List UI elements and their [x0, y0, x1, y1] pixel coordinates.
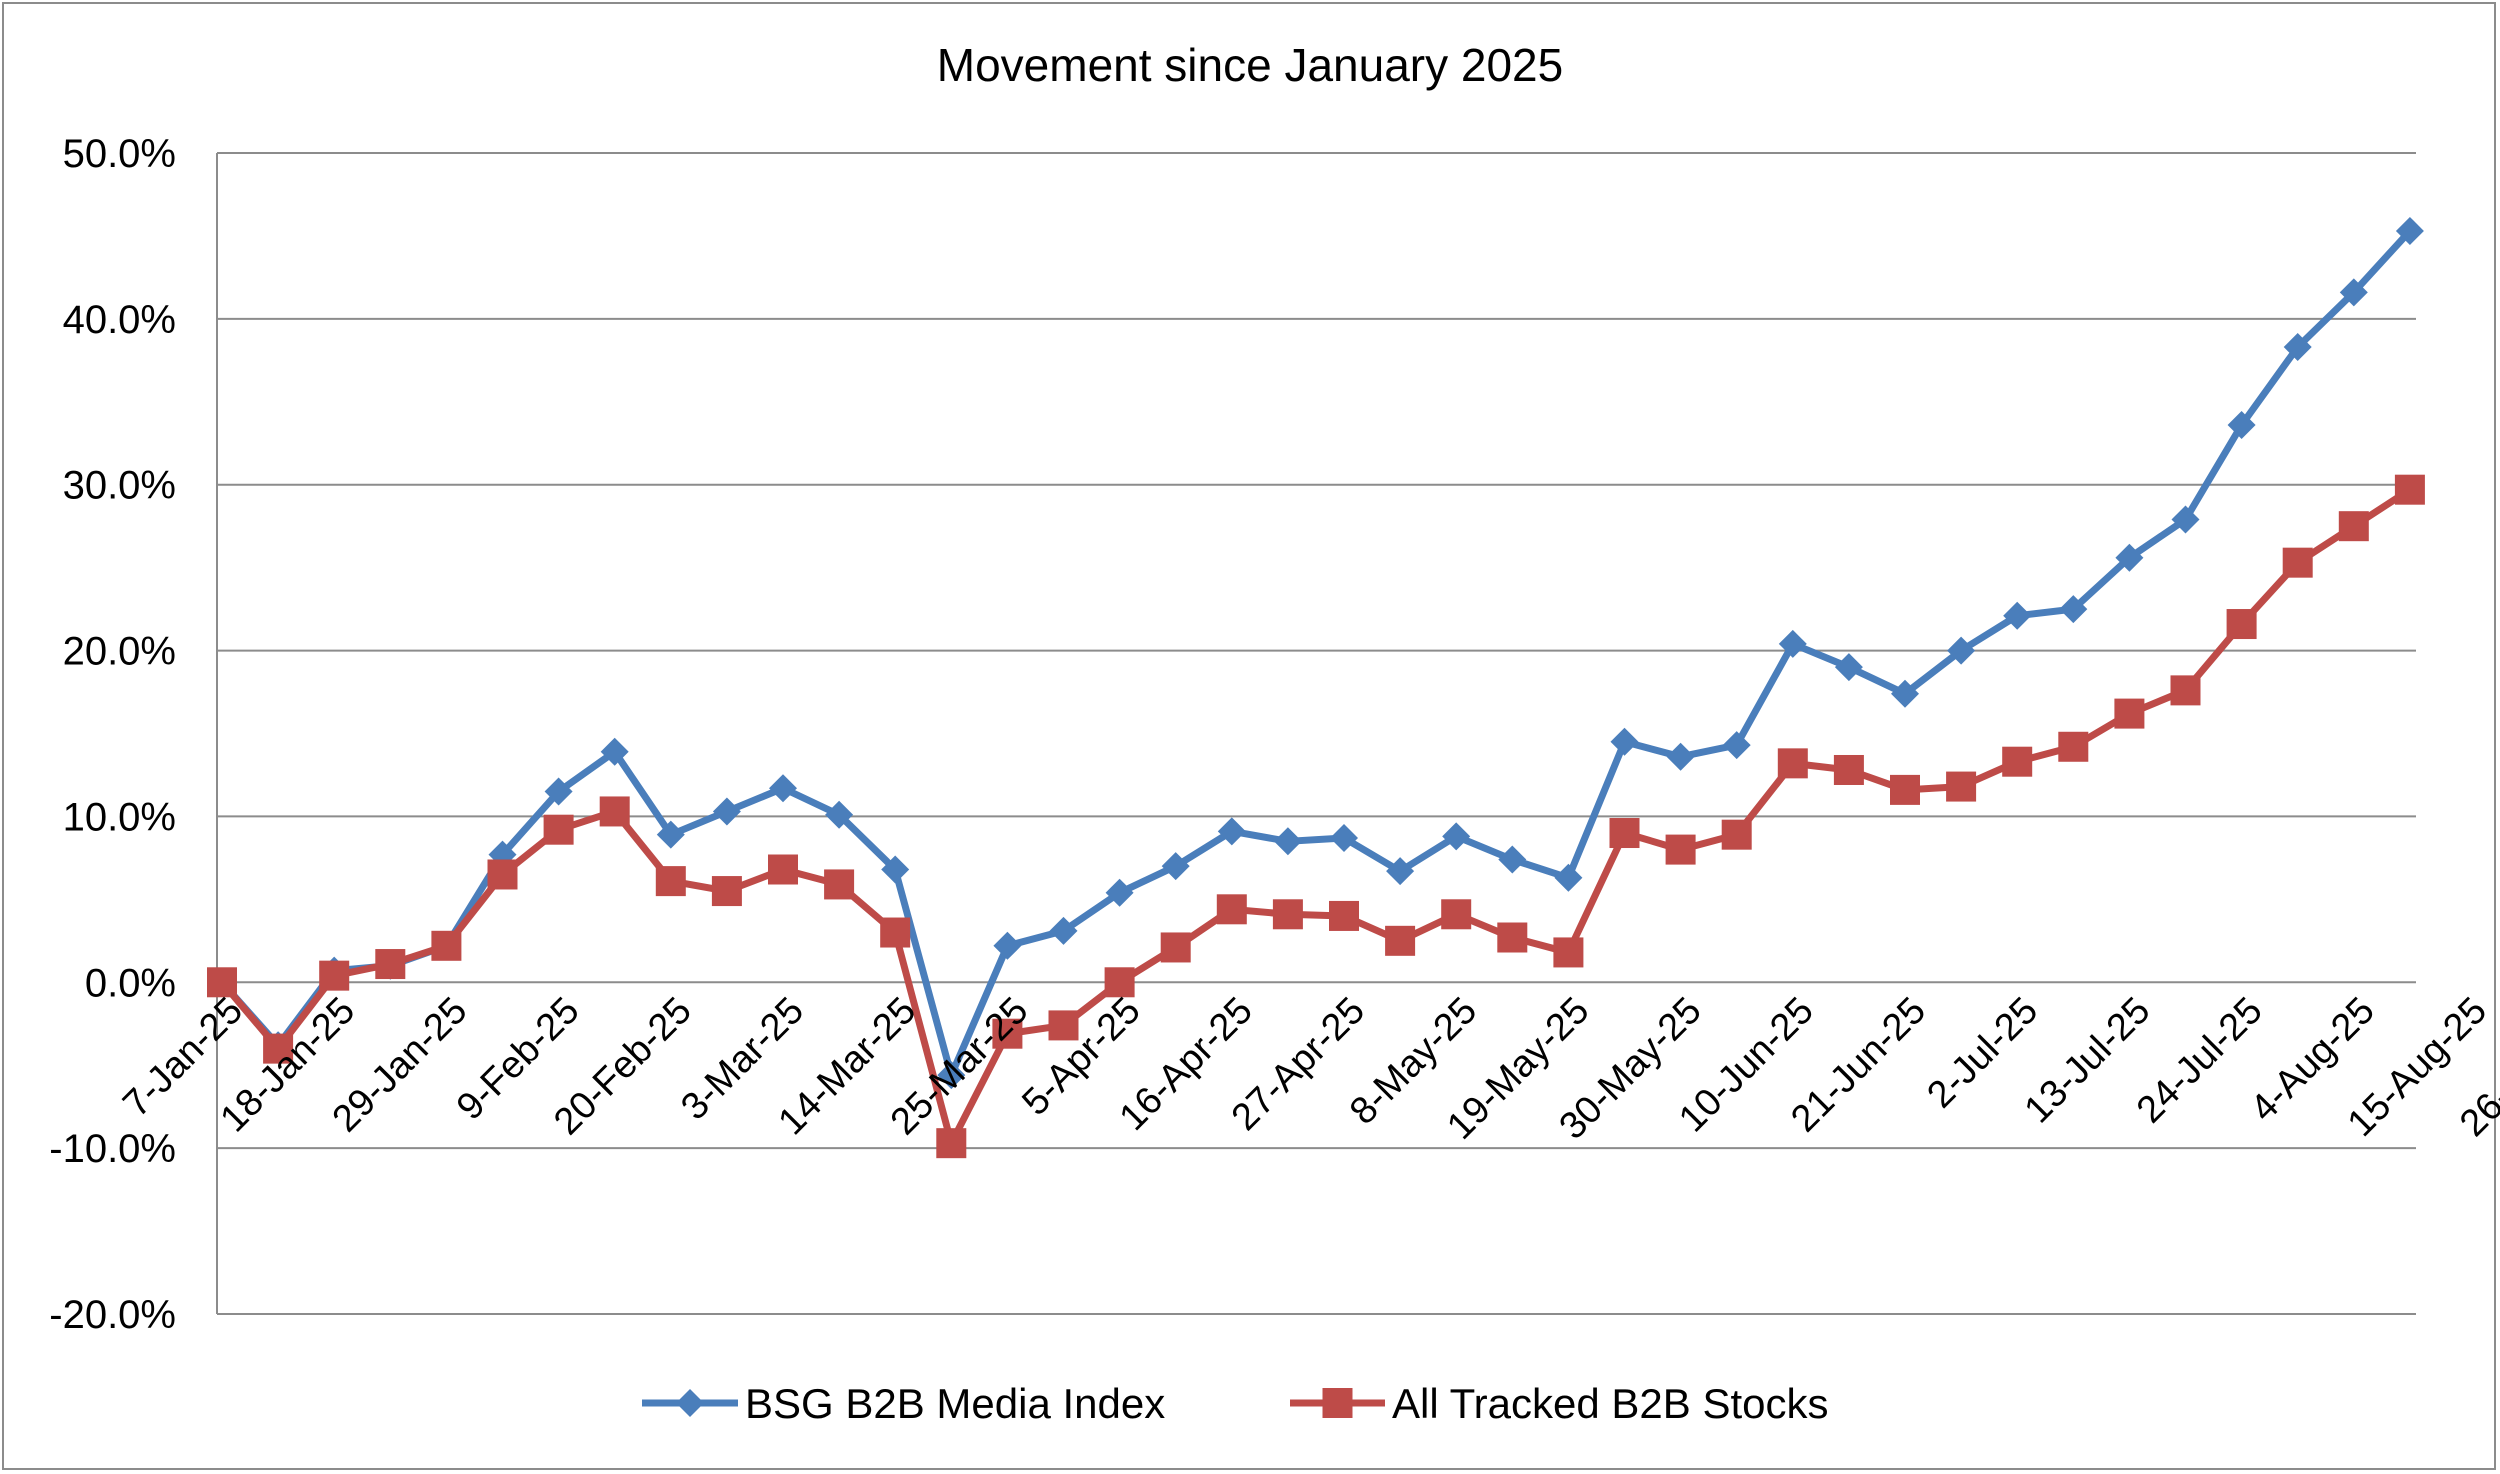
legend-marker: [676, 1389, 704, 1417]
data-point: [600, 737, 629, 766]
data-point: [2115, 543, 2144, 572]
chart-title: Movement since January 2025: [937, 39, 1563, 91]
data-point: [1891, 679, 1919, 708]
data-point: [1498, 845, 1527, 874]
data-point: [2114, 698, 2145, 729]
data-point: [2170, 675, 2201, 706]
legend-label: All Tracked B2B Stocks: [1392, 1380, 1829, 1427]
data-point: [768, 854, 798, 885]
data-point: [1273, 827, 1302, 856]
data-point: [2338, 511, 2369, 542]
data-point: [1161, 852, 1190, 881]
data-point: [1386, 857, 1415, 886]
data-point: [1442, 822, 1471, 851]
data-point: [599, 796, 630, 827]
series-lines: [219, 228, 2413, 1147]
data-point: [1385, 925, 1416, 956]
data-point: [1049, 916, 1078, 945]
y-tick-label: 0.0%: [85, 961, 176, 1005]
data-point: [880, 917, 911, 948]
y-tick-label: -10.0%: [49, 1127, 176, 1171]
data-point: [1721, 819, 1752, 850]
y-tick-label: 50.0%: [63, 132, 176, 176]
y-tick-label: 40.0%: [63, 298, 176, 342]
data-point: [319, 960, 350, 991]
legend-marker: [1322, 1388, 1353, 1418]
y-tick-label: 10.0%: [63, 795, 176, 839]
data-point: [655, 866, 686, 897]
data-point: [207, 967, 237, 998]
data-point: [1497, 922, 1528, 953]
data-point: [1330, 823, 1358, 852]
data-point: [936, 1128, 967, 1159]
series-line: [219, 228, 2413, 1079]
x-tick-label: 24-Jul-25: [2129, 990, 2271, 1132]
data-point: [2395, 216, 2424, 245]
data-point: [431, 930, 462, 961]
data-point: [2059, 595, 2088, 624]
data-point: [2003, 601, 2032, 630]
data-point: [1834, 653, 1863, 682]
legend-label: BSG B2B Media Index: [745, 1380, 1165, 1427]
data-point: [1777, 748, 1808, 779]
data-point: [1890, 774, 1920, 805]
data-point: [656, 820, 685, 849]
data-point: [1666, 742, 1695, 771]
data-point: [711, 876, 742, 907]
data-point: [712, 797, 741, 826]
data-point: [1160, 932, 1191, 963]
data-point: [824, 869, 855, 900]
data-point: [1216, 894, 1247, 925]
data-point: [881, 855, 910, 884]
data-point: [1554, 863, 1583, 892]
data-point: [1217, 817, 1246, 846]
data-point: [487, 859, 518, 890]
data-point: [543, 814, 574, 845]
data-point: [937, 1061, 966, 1090]
data-point: [1048, 1010, 1079, 1041]
data-point: [375, 949, 406, 980]
data-point: [992, 1018, 1023, 1049]
data-point: [1946, 771, 1977, 802]
data-point: [1722, 731, 1751, 760]
data-point: [1104, 967, 1135, 998]
data-point: [1610, 727, 1639, 756]
data-point: [1665, 834, 1696, 865]
data-point: [1105, 878, 1134, 907]
data-point: [1441, 899, 1472, 930]
y-axis-ticks: -20.0% -10.0% 0.0% 10.0% 20.0% 30.0% 40.0% 50.0…: [49, 132, 176, 1337]
y-tick-label: 30.0%: [63, 464, 176, 508]
data-point: [2058, 731, 2089, 762]
data-point: [263, 1033, 294, 1064]
data-point: [993, 931, 1022, 960]
y-tick-label: -20.0%: [49, 1293, 176, 1337]
data-point: [1609, 818, 1640, 849]
data-point: [2002, 746, 2033, 777]
x-axis-ticks: 7-Jan-2518-Jan-2529-Jan-259-Feb-2520-Feb…: [115, 990, 2500, 1148]
data-point: [2394, 474, 2425, 505]
data-point: [1272, 899, 1303, 930]
data-point: [2226, 609, 2257, 640]
data-point: [544, 777, 573, 806]
data-point: [2171, 505, 2200, 534]
series-markers: [207, 216, 2425, 1159]
data-point: [1947, 636, 1976, 665]
data-point: [825, 800, 854, 829]
data-point: [2282, 547, 2313, 578]
data-point: [1553, 937, 1584, 968]
data-point: [769, 774, 797, 803]
data-point: [1833, 754, 1864, 785]
legend: BSG B2B Media Index All Tracked B2B Stock…: [642, 1380, 1829, 1427]
gridlines: [217, 152, 2416, 1315]
data-point: [2283, 333, 2312, 362]
y-tick-label: 20.0%: [63, 630, 176, 674]
data-point: [1778, 629, 1807, 658]
data-point: [1329, 900, 1359, 931]
data-point: [2227, 411, 2256, 440]
series-line: [219, 486, 2412, 1147]
data-point: [2339, 278, 2368, 307]
